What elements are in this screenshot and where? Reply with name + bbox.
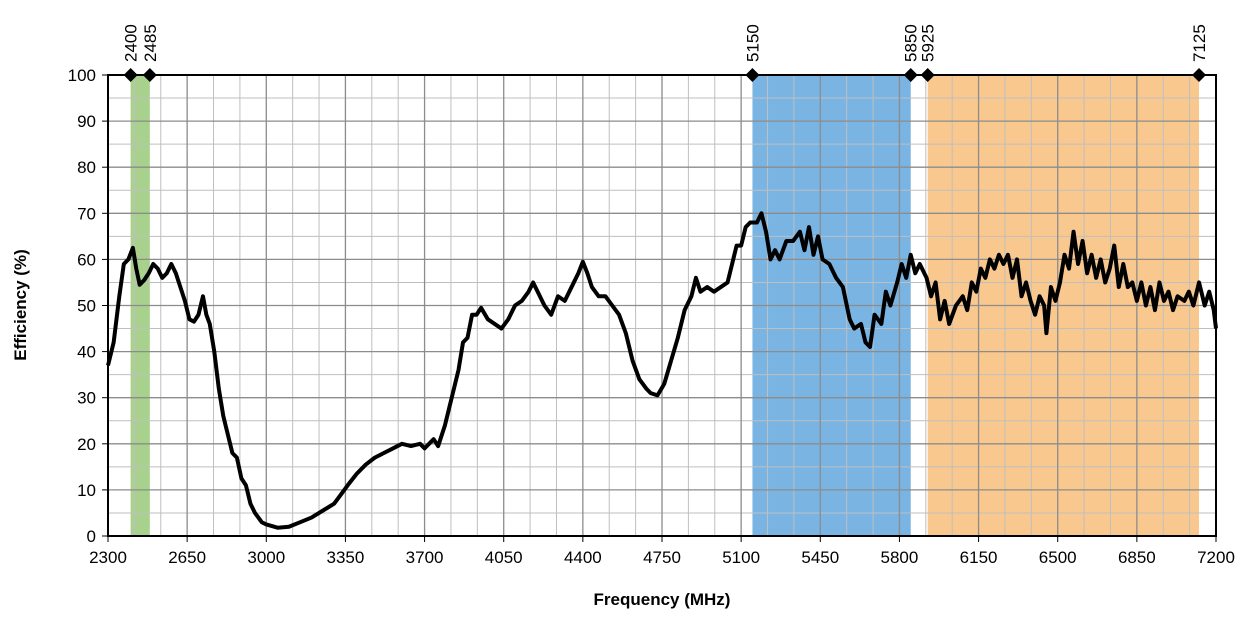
data-line [106,211,1218,530]
y-tick-label: 60 [77,250,96,269]
band-edge-label: 7125 [1190,24,1209,62]
x-tick-label: 4750 [643,548,681,567]
x-tick-label: 4050 [485,548,523,567]
x-tick-label: 3700 [406,548,444,567]
band-edge-label: 5850 [902,24,921,62]
x-tick-label: 5450 [801,548,839,567]
x-tick-label: 5800 [881,548,919,567]
plot-frame [107,74,1217,537]
x-tick-label: 7200 [1197,548,1235,567]
band-edge-marker [142,68,157,82]
x-tick-label: 3000 [247,548,285,567]
band-edge-marker [745,68,760,82]
y-tick-label: 30 [77,389,96,408]
x-axis-title: Frequency (MHz) [594,590,731,609]
band-edge-label: 2400 [122,24,141,62]
x-tick-label: 4400 [564,548,602,567]
band-edge-marker [920,68,935,82]
y-tick-label: 10 [77,481,96,500]
y-tick-label: 50 [77,297,96,316]
x-tick-label: 2650 [168,548,206,567]
band-edge-marker [903,68,918,82]
x-tick-label: 6850 [1118,548,1156,567]
x-tick-label: 6150 [960,548,998,567]
band-edge-label: 5925 [919,24,938,62]
y-tick-label: 80 [77,158,96,177]
y-tick-label: 20 [77,435,96,454]
band-edge-marker [123,68,138,82]
x-tick-label: 2300 [89,548,127,567]
y-tick-label: 90 [77,112,96,131]
y-axis-title: Efficiency (%) [11,249,30,360]
y-tick-label: 100 [68,66,96,85]
y-tick-label: 40 [77,343,96,362]
band-edge-label: 5150 [743,24,762,62]
x-tick-label: 3350 [327,548,365,567]
x-tick-label: 5100 [722,548,760,567]
y-tick-label: 70 [77,204,96,223]
y-tick-label: 0 [87,527,96,546]
band-edge-marker [1192,68,1207,82]
x-tick-label: 6500 [1039,548,1077,567]
band-edge-label: 2485 [141,24,160,62]
